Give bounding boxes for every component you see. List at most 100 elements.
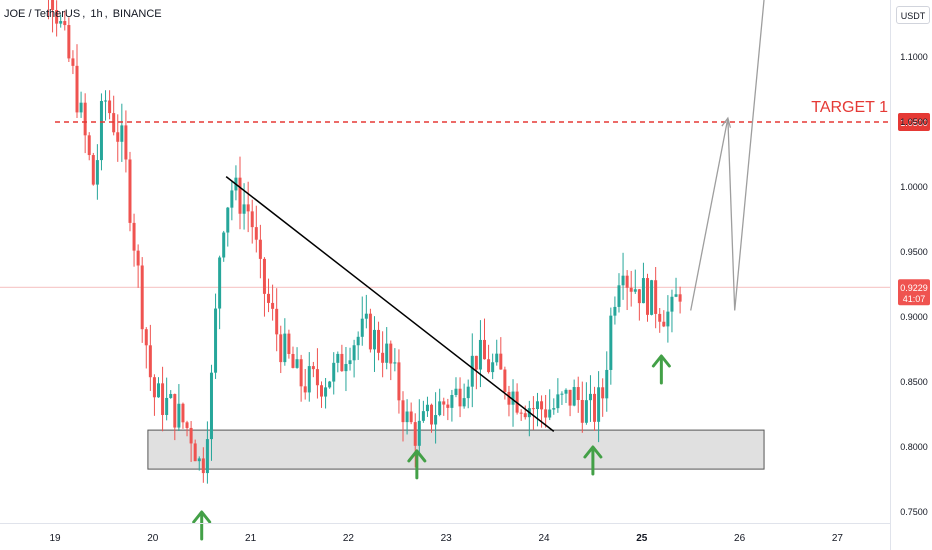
candle-body	[609, 315, 613, 370]
candle-body	[434, 415, 438, 425]
title-separator: ,	[104, 8, 108, 20]
candle-body	[177, 403, 181, 428]
candle-body	[625, 275, 629, 288]
candle-body	[658, 313, 662, 322]
candle-body	[209, 372, 213, 440]
candle-body	[352, 345, 356, 361]
candle-body	[381, 352, 385, 363]
candle-body	[201, 458, 205, 474]
candle-body	[214, 308, 218, 373]
candle-body	[544, 409, 548, 418]
candle-body	[417, 420, 421, 446]
candle-body	[458, 388, 462, 407]
candle-body	[132, 222, 136, 251]
time-tick-label: 27	[832, 533, 844, 544]
current-price-tag	[898, 279, 930, 306]
candle-body	[283, 333, 287, 363]
candle-body	[95, 160, 99, 185]
candle-body	[161, 383, 165, 415]
price-tick-label: 0.9000	[900, 312, 928, 322]
candle-body	[438, 401, 442, 416]
time-tick-label: 25	[636, 533, 648, 544]
time-axis: 19 20 21 22 23 24 25 26 27	[0, 523, 890, 544]
candle-body	[250, 211, 254, 228]
candle-body	[556, 394, 560, 409]
candle-body	[446, 404, 450, 408]
candle-body	[307, 366, 311, 393]
candle-body	[405, 411, 409, 423]
candle-body	[523, 413, 527, 418]
candle-body	[576, 387, 580, 400]
up-arrow-icon	[192, 510, 212, 541]
candle-body	[287, 333, 291, 354]
candle-body	[348, 360, 352, 365]
candle-body	[633, 289, 637, 292]
current-price-label: 0.9229	[900, 283, 928, 293]
candle-body	[79, 102, 83, 113]
candle-body	[51, 0, 55, 11]
up-arrow-icon	[407, 449, 427, 480]
countdown-label: 41:07	[903, 294, 926, 304]
candle-body	[181, 403, 185, 423]
candle-body	[674, 294, 678, 297]
candle-body	[356, 336, 360, 346]
candle-body	[470, 355, 474, 387]
title-separator: ,	[82, 8, 86, 20]
candle-body	[230, 190, 234, 208]
candle-body	[572, 387, 576, 406]
candle-body	[238, 177, 242, 214]
candle-body	[670, 296, 674, 312]
candle-body	[368, 313, 372, 350]
candle-body	[157, 383, 161, 398]
price-tick-label: 0.7500	[900, 507, 928, 517]
candle-body	[193, 443, 197, 462]
candle-body	[588, 393, 592, 401]
candle-body	[540, 401, 544, 410]
candle-body	[478, 339, 482, 370]
candle-body	[136, 250, 140, 266]
support-zone	[147, 429, 765, 470]
candle-body	[332, 362, 336, 382]
price-tick-label: 0.8500	[900, 377, 928, 387]
candle-body	[621, 275, 625, 286]
candle-body	[99, 100, 103, 161]
candle-body	[152, 377, 156, 398]
candle-body	[67, 25, 71, 59]
candle-body	[430, 404, 434, 425]
currency-button[interactable]: USDT	[896, 6, 930, 24]
candle-body	[641, 278, 645, 304]
candle-body	[442, 401, 446, 405]
candle-body	[580, 399, 584, 423]
candle-body	[324, 387, 328, 397]
candle-body	[454, 388, 458, 396]
candle-body	[299, 359, 303, 387]
candle-body	[646, 278, 650, 315]
candle-body	[262, 258, 266, 294]
candle-body	[507, 391, 511, 405]
candle-body	[474, 355, 478, 370]
candle-body	[218, 257, 222, 309]
candle-body	[483, 339, 487, 360]
candle-body	[75, 65, 79, 113]
candle-body	[462, 398, 466, 407]
target-label: TARGET 1	[811, 99, 888, 116]
candle-body	[389, 343, 393, 364]
candle-body	[275, 308, 279, 335]
candle-body	[83, 102, 87, 136]
interval-label: 1h	[90, 8, 103, 20]
candle-body	[320, 385, 324, 397]
candle-body	[413, 422, 417, 446]
time-tick-label: 26	[734, 533, 746, 544]
candle-body	[393, 362, 397, 364]
candle-body	[246, 204, 250, 212]
candle-body	[226, 207, 230, 233]
candle-body	[340, 353, 344, 372]
candle-body	[552, 408, 556, 410]
price-tick-label: 1.1000	[900, 52, 928, 62]
price-tick-label: 1.0500	[900, 117, 928, 127]
candle-body	[258, 239, 262, 259]
target-price-tag-label: 1.0500	[900, 118, 928, 128]
candle-body	[377, 329, 381, 353]
candle-body	[55, 10, 59, 24]
